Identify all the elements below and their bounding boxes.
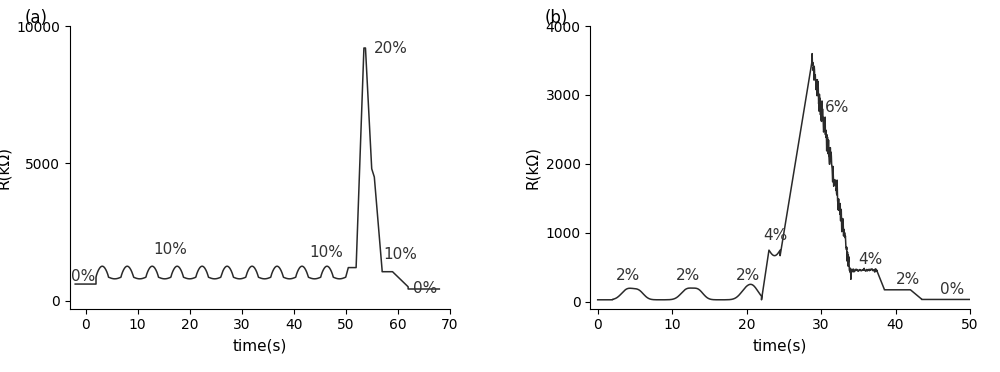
Text: 2%: 2% <box>896 272 920 287</box>
Text: 10%: 10% <box>153 242 187 257</box>
Y-axis label: R(kΩ): R(kΩ) <box>525 146 540 189</box>
Text: 6%: 6% <box>825 100 849 115</box>
Text: 4%: 4% <box>764 228 788 243</box>
Text: 2%: 2% <box>616 269 641 283</box>
Text: 4%: 4% <box>858 252 883 267</box>
X-axis label: time(s): time(s) <box>753 338 807 353</box>
Text: 0%: 0% <box>413 281 438 296</box>
Y-axis label: R(kΩ): R(kΩ) <box>0 146 11 189</box>
Text: 20%: 20% <box>374 42 408 57</box>
Text: (a): (a) <box>24 9 47 27</box>
Text: 2%: 2% <box>676 269 700 283</box>
Text: 0%: 0% <box>940 282 964 297</box>
Text: 2%: 2% <box>735 269 760 283</box>
Text: 10%: 10% <box>309 245 343 260</box>
Text: 0%: 0% <box>71 269 95 284</box>
Text: 10%: 10% <box>383 247 417 262</box>
Text: (b): (b) <box>545 9 568 27</box>
X-axis label: time(s): time(s) <box>233 338 287 353</box>
